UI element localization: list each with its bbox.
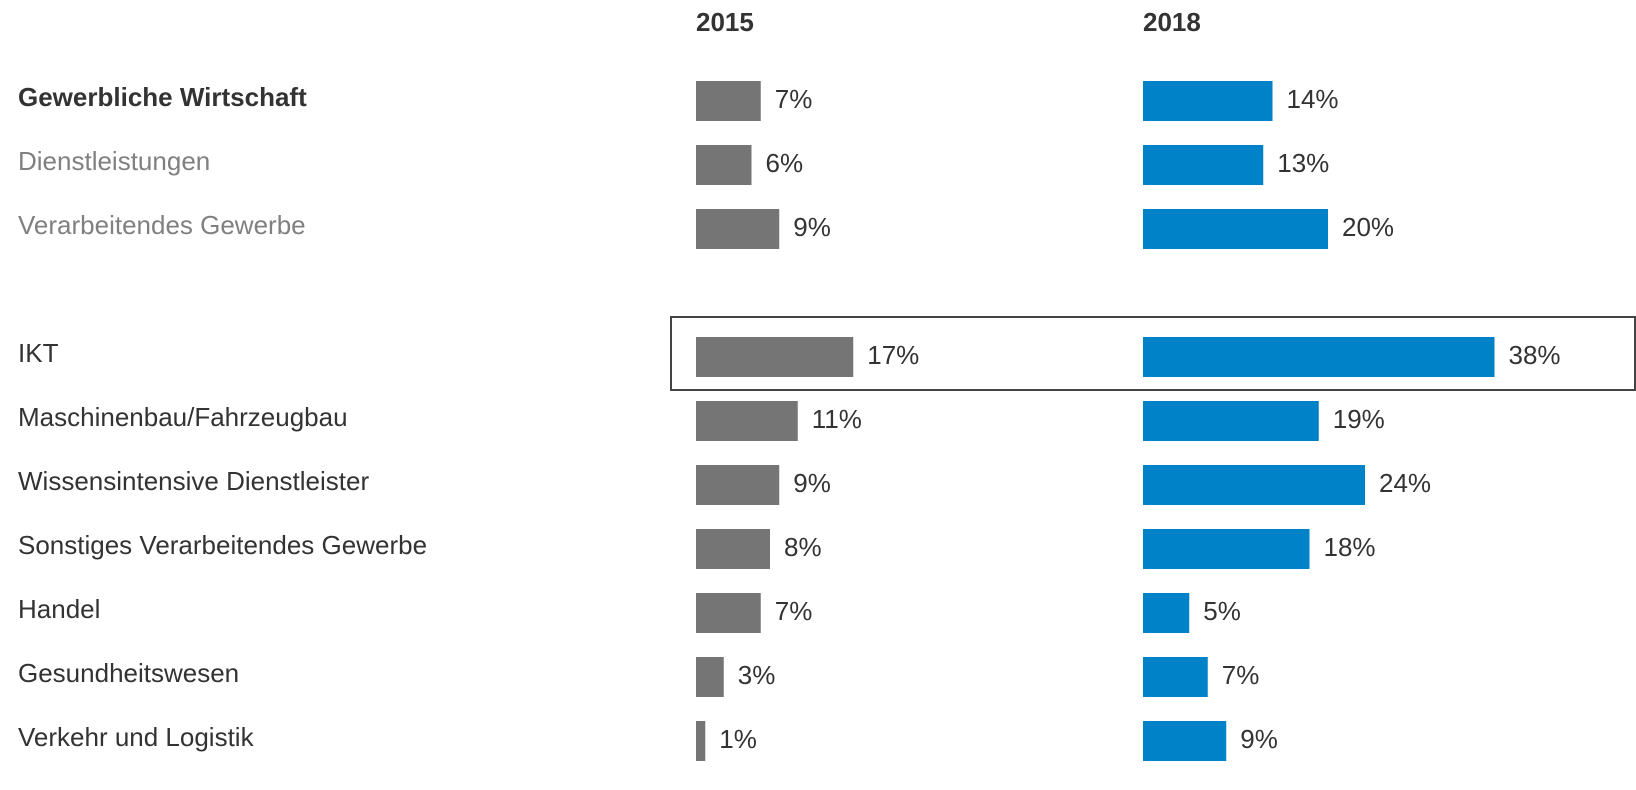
bar (1143, 593, 1190, 633)
value-label: 13% (1277, 148, 1329, 178)
bar (1143, 657, 1208, 697)
value-label: 7% (1222, 660, 1260, 690)
category-label: Verkehr und Logistik (18, 722, 255, 752)
category-label: Handel (18, 594, 100, 624)
bar (696, 337, 854, 377)
value-label: 24% (1379, 468, 1431, 498)
value-label: 11% (812, 404, 862, 434)
value-label: 14% (1287, 84, 1339, 114)
value-label: 7% (775, 596, 813, 626)
bar (696, 145, 752, 185)
value-label: 6% (766, 148, 804, 178)
value-label: 38% (1509, 340, 1561, 370)
bar (1143, 721, 1227, 761)
category-label: Gesundheitswesen (18, 658, 239, 688)
category-label: IKT (18, 338, 59, 368)
category-label: Verarbeitendes Gewerbe (18, 210, 306, 240)
bar (696, 401, 798, 441)
bar (696, 657, 724, 697)
bar (1143, 401, 1319, 441)
bar (1143, 529, 1310, 569)
value-label: 9% (793, 468, 831, 498)
bar (1143, 337, 1495, 377)
value-label: 8% (784, 532, 822, 562)
bar (1143, 81, 1273, 121)
value-label: 20% (1342, 212, 1394, 242)
bar (696, 81, 761, 121)
bar (696, 593, 761, 633)
value-label: 18% (1324, 532, 1376, 562)
value-label: 3% (738, 660, 776, 690)
bar (1143, 209, 1328, 249)
value-label: 19% (1333, 404, 1385, 434)
bar (696, 465, 780, 505)
value-label: 17% (867, 340, 919, 370)
category-label: Gewerbliche Wirtschaft (18, 82, 307, 112)
value-label: 1% (719, 724, 757, 754)
series-header: 2015 (696, 7, 754, 37)
category-label: Wissensintensive Dienstleister (18, 466, 369, 496)
value-label: 5% (1203, 596, 1241, 626)
value-label: 7% (775, 84, 813, 114)
series-header: 2018 (1143, 7, 1201, 37)
category-label: Maschinenbau/Fahrzeugbau (18, 402, 348, 432)
value-label: 9% (793, 212, 831, 242)
bar (1143, 465, 1365, 505)
category-label: Dienstleistungen (18, 146, 210, 176)
bar (696, 529, 770, 569)
highlight-box (670, 316, 1636, 391)
bar (696, 209, 780, 249)
bar (1143, 145, 1264, 185)
value-label: 9% (1240, 724, 1278, 754)
bar (696, 721, 706, 761)
category-label: Sonstiges Verarbeitendes Gewerbe (18, 530, 427, 560)
